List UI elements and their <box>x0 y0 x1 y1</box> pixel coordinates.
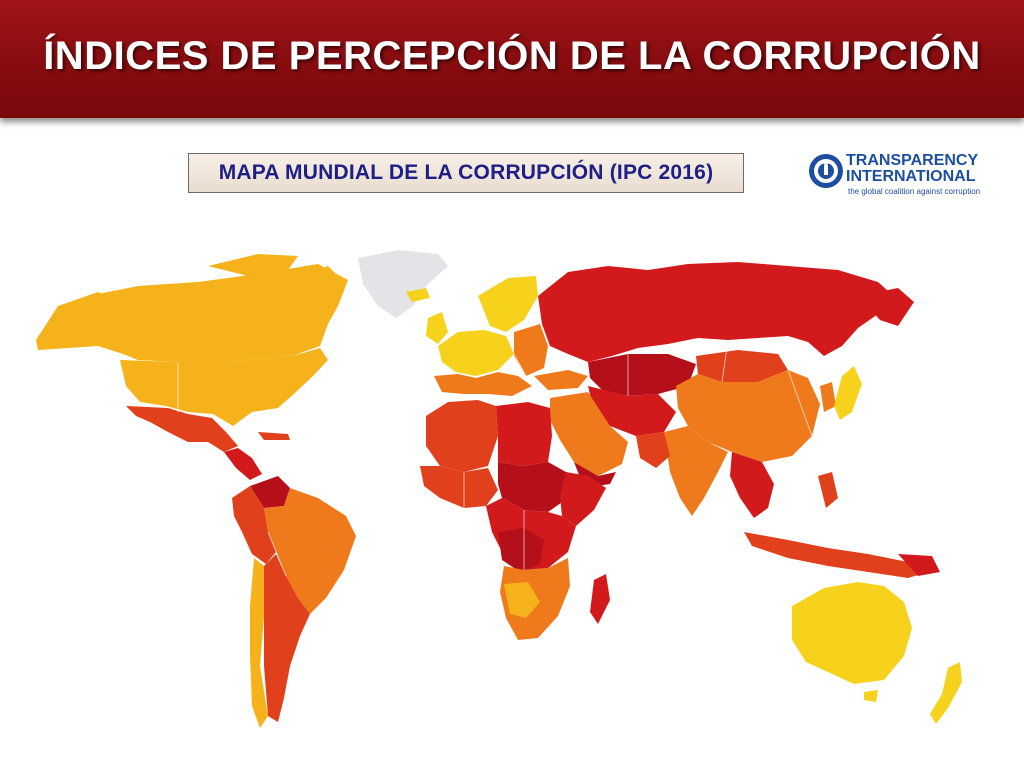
region-philippines <box>818 472 838 508</box>
region-central-asia <box>588 354 696 396</box>
region-korea <box>820 382 836 412</box>
region-china <box>676 370 820 462</box>
region-japan <box>834 366 862 420</box>
region-indonesia <box>744 532 928 578</box>
region-north-africa-west <box>426 400 498 472</box>
country-borders <box>177 339 813 577</box>
region-pakistan <box>636 432 670 468</box>
region-botswana-namibia <box>504 582 540 618</box>
region-scandinavia <box>478 276 538 332</box>
region-turkey <box>534 370 588 390</box>
region-horn-africa <box>560 472 606 526</box>
region-india <box>664 426 728 516</box>
region-alaska <box>36 292 128 350</box>
world-map <box>28 236 998 736</box>
region-caribbean <box>258 432 290 440</box>
region-andes <box>232 486 276 564</box>
region-se-asia <box>730 452 774 518</box>
map-title-box: MAPA MUNDIAL DE LA CORRUPCIÓN (IPC 2016) <box>188 153 744 193</box>
region-libya-egypt <box>496 402 552 466</box>
region-greenland <box>358 250 448 318</box>
world-map-svg <box>36 250 962 728</box>
region-new-zealand <box>930 662 962 724</box>
logo-line2: INTERNATIONAL <box>846 168 976 185</box>
region-arabia <box>550 392 628 476</box>
transparency-international-logo: TRANSPARENCY INTERNATIONAL the global co… <box>808 151 993 199</box>
slide-header: ÍNDICES DE PERCEPCIÓN DE LA CORRUPCIÓN <box>0 0 1024 118</box>
region-chile <box>250 558 268 728</box>
region-madagascar <box>590 574 610 624</box>
region-brazil <box>264 488 356 614</box>
region-iceland <box>406 288 430 302</box>
region-mongolia <box>696 350 788 382</box>
region-uk-ireland <box>426 312 448 344</box>
region-arctic-islands <box>208 254 340 288</box>
region-southern-europe <box>434 372 532 396</box>
logo-tagline: the global coalition against corruption <box>848 187 981 196</box>
region-western-europe <box>438 330 514 376</box>
region-russia-far-east <box>858 288 914 326</box>
logo-name: TRANSPARENCY INTERNATIONAL <box>846 153 978 185</box>
region-canada <box>38 264 348 362</box>
region-australia <box>792 582 912 684</box>
region-argentina <box>264 554 310 722</box>
region-mexico <box>126 406 238 452</box>
region-eastern-europe <box>514 324 548 376</box>
region-west-africa <box>420 466 498 508</box>
region-central-america <box>224 448 262 480</box>
region-tasmania <box>864 690 878 702</box>
region-russia <box>538 262 898 362</box>
region-png <box>898 554 940 576</box>
globe-person-icon <box>809 154 843 188</box>
logo-line1: TRANSPARENCY <box>846 152 979 169</box>
slide-title: ÍNDICES DE PERCEPCIÓN DE LA CORRUPCIÓN <box>43 34 981 78</box>
region-sahel-sudan <box>498 462 568 512</box>
map-title-text: MAPA MUNDIAL DE LA CORRUPCIÓN (IPC 2016) <box>218 161 714 184</box>
region-usa <box>120 348 328 426</box>
region-venezuela <box>250 476 290 508</box>
region-iran-afghanistan <box>588 386 676 436</box>
region-congo <box>498 528 544 572</box>
